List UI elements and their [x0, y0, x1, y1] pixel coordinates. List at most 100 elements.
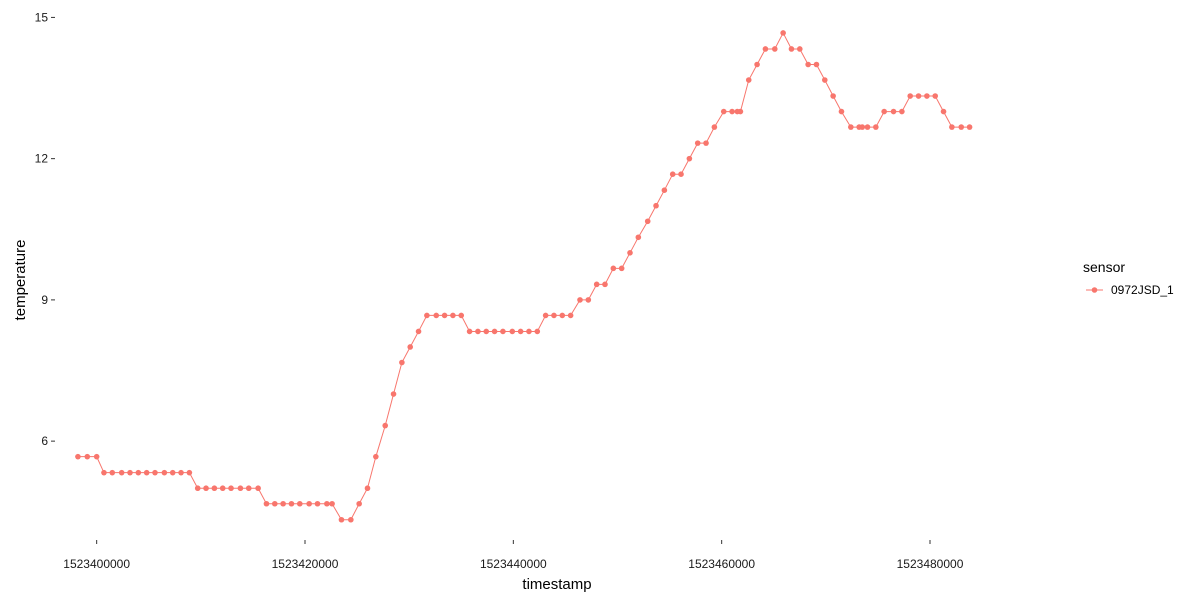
data-point — [296, 500, 303, 507]
data-point — [194, 485, 201, 492]
data-point — [762, 46, 769, 52]
data-point — [178, 469, 184, 476]
data-point — [373, 453, 379, 460]
data-point — [686, 155, 693, 162]
data-point — [924, 93, 930, 99]
data-point — [324, 500, 330, 507]
data-point — [127, 469, 133, 476]
data-point — [859, 124, 866, 130]
data-point — [881, 108, 887, 115]
data-point — [280, 500, 286, 507]
data-point — [288, 500, 295, 507]
y-axis-title: temperature — [12, 240, 29, 321]
data-point — [694, 140, 701, 146]
data-point — [559, 312, 566, 319]
data-point — [306, 500, 312, 507]
data-point — [940, 108, 947, 115]
data-point — [186, 469, 193, 476]
y-axis: 6 9 12 15 — [35, 10, 55, 448]
data-point — [491, 328, 498, 335]
data-point — [433, 312, 440, 319]
data-point — [441, 312, 448, 319]
data-point — [618, 265, 625, 272]
data-point — [873, 124, 879, 130]
data-point — [84, 453, 91, 460]
data-point — [407, 344, 414, 350]
data-point — [899, 108, 905, 115]
data-point — [602, 281, 608, 288]
data-point — [729, 108, 735, 115]
data-point — [483, 328, 490, 335]
data-point — [450, 312, 456, 319]
data-point — [915, 93, 922, 99]
data-point — [364, 485, 371, 492]
data-point — [228, 485, 234, 492]
data-point — [271, 500, 278, 507]
data-point — [211, 485, 218, 492]
data-point — [161, 469, 168, 476]
data-point — [152, 469, 158, 476]
data-point — [678, 171, 684, 177]
data-point — [644, 218, 651, 225]
data-point — [109, 469, 116, 476]
data-point — [348, 516, 354, 523]
data-point — [771, 46, 778, 52]
data-point — [610, 265, 617, 272]
data-point — [932, 93, 939, 99]
data-point — [424, 312, 430, 319]
series-layer — [75, 30, 973, 523]
series-line — [77, 31, 970, 521]
data-point — [458, 312, 465, 319]
data-point — [661, 187, 668, 193]
y-tick-label: 6 — [41, 434, 48, 448]
data-point — [118, 469, 125, 476]
data-point — [542, 312, 549, 319]
data-point — [830, 93, 836, 99]
data-point — [245, 485, 252, 492]
data-point — [958, 124, 965, 130]
data-point — [720, 108, 727, 115]
x-tick-label: 1523420000 — [272, 557, 339, 571]
data-point — [593, 281, 600, 288]
data-point — [415, 328, 422, 335]
data-point — [780, 30, 786, 36]
data-point — [890, 108, 897, 115]
x-axis-title: timestamp — [522, 576, 591, 593]
data-point — [399, 359, 405, 366]
x-tick-label: 1523400000 — [63, 557, 130, 571]
data-point — [745, 77, 752, 83]
legend-key-point — [1091, 287, 1098, 293]
data-point — [567, 312, 574, 319]
data-point — [796, 46, 803, 52]
data-point — [338, 516, 345, 523]
data-point — [329, 500, 335, 507]
legend: sensor 0972JSD_1 — [1083, 259, 1174, 297]
data-point — [848, 124, 854, 130]
data-point — [169, 469, 176, 476]
x-tick-label: 1523480000 — [897, 557, 964, 571]
data-point — [219, 485, 226, 492]
data-point — [203, 485, 209, 492]
y-tick-label: 12 — [35, 152, 49, 166]
legend-label: 0972JSD_1 — [1111, 283, 1174, 297]
data-point — [517, 328, 524, 335]
data-point — [864, 124, 871, 130]
data-point — [949, 124, 955, 130]
data-point — [821, 77, 828, 83]
data-point — [314, 500, 321, 507]
data-point — [788, 46, 795, 52]
data-point — [635, 234, 642, 241]
data-point — [577, 297, 583, 303]
data-point — [907, 93, 914, 99]
data-point — [737, 108, 744, 115]
data-point — [135, 469, 142, 476]
data-point — [237, 485, 244, 492]
data-point — [466, 328, 473, 335]
data-point — [669, 171, 676, 177]
data-point — [475, 328, 481, 335]
data-point — [711, 124, 718, 130]
data-point — [356, 500, 362, 507]
data-point — [382, 422, 389, 429]
data-point — [966, 124, 973, 130]
